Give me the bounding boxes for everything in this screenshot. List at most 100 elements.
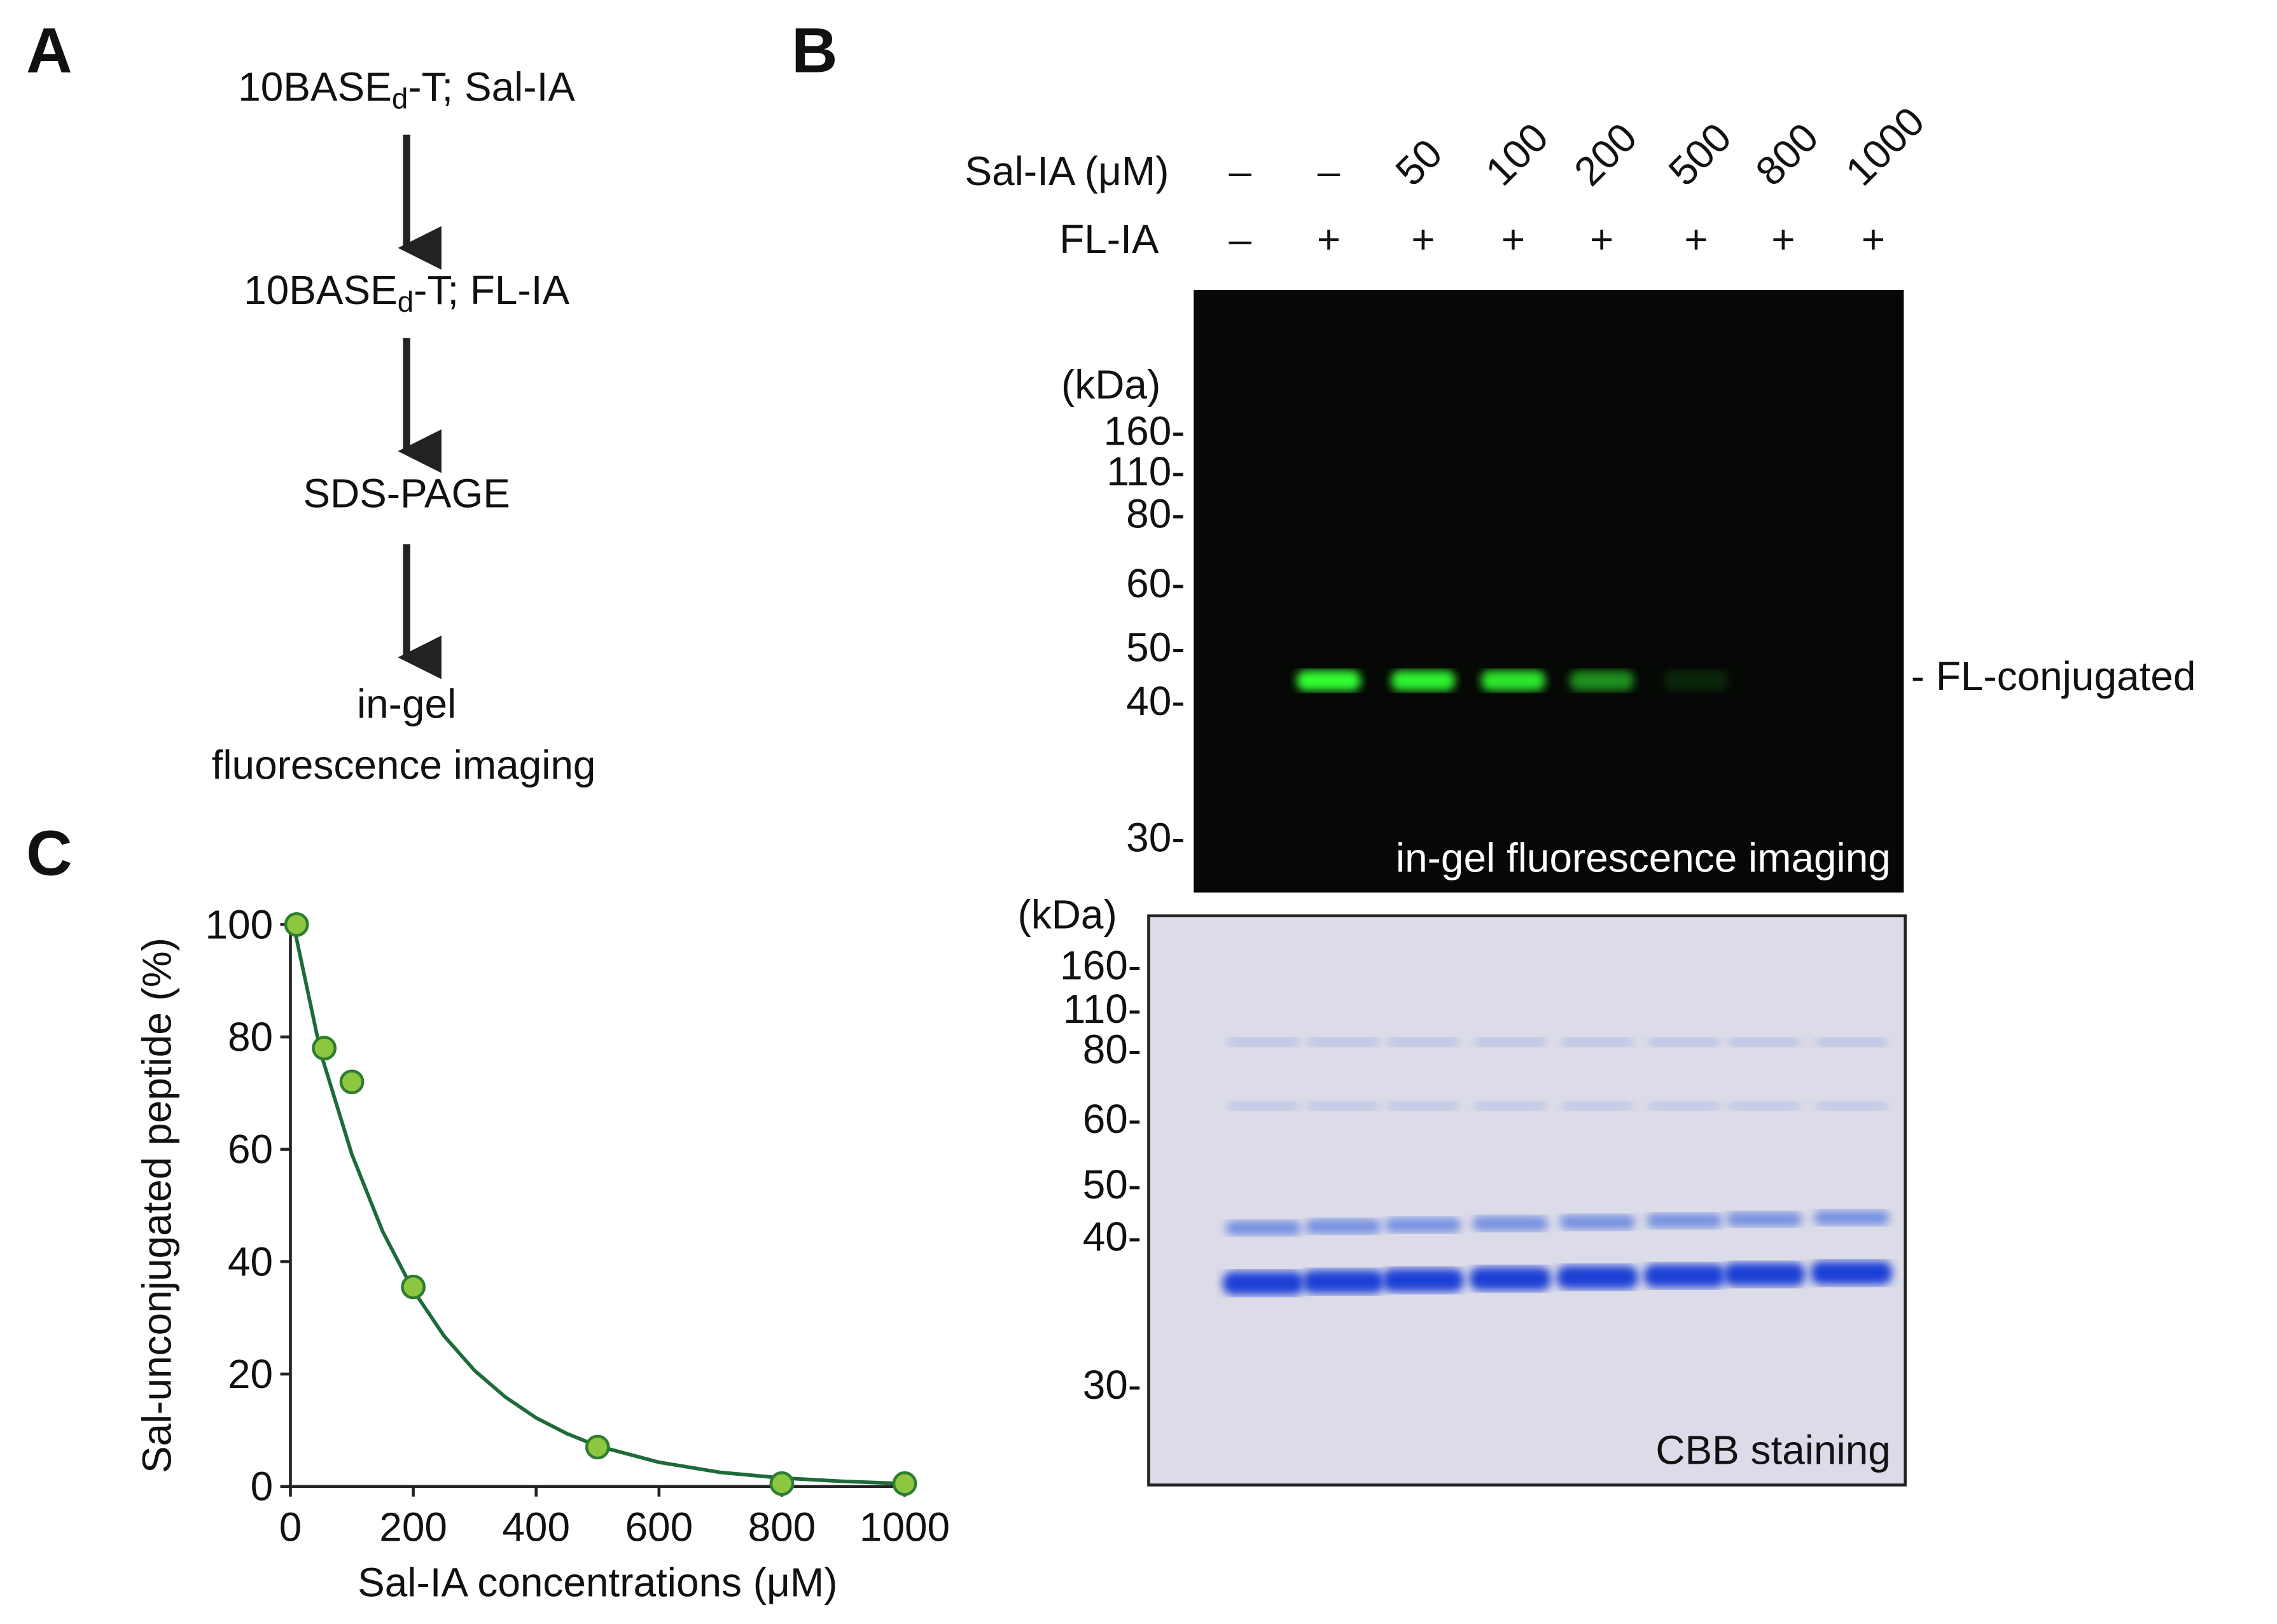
y-tick-label: 80 [228,1014,273,1060]
gel-band [1649,1101,1720,1111]
marker-label: 110- [1106,448,1185,494]
gel-band [1391,670,1456,691]
lane-label: 200 [1565,114,1645,194]
gel-band [1225,1221,1302,1235]
data-point [284,912,309,937]
band-label: - FL-conjugated [1911,653,2196,699]
gel-band [1729,1038,1800,1047]
x-tick-label: 1000 [860,1504,950,1550]
unit-label: (kDa) [1018,891,1117,937]
x-tick-label: 200 [379,1504,447,1550]
panel-label: B [791,15,838,86]
lane-label: + [1317,216,1340,262]
gel-band [1475,1101,1545,1111]
panel-label: C [26,818,73,889]
gel-caption: CBB staining [1655,1427,1890,1473]
step-text: fluorescence imaging [212,742,596,788]
x-tick-label: 800 [748,1504,816,1550]
lane-label: + [1411,216,1435,262]
marker-label: 60- [1126,560,1185,606]
gel-band [1305,1219,1381,1234]
y-tick-label: 20 [228,1351,273,1397]
marker-label: 40- [1083,1214,1141,1260]
gel-band [1308,1038,1379,1047]
fit-line [291,924,905,1486]
y-tick-label: 40 [228,1239,273,1284]
y-axis-label: Sal-unconjugated peptide (%) [134,938,180,1473]
gel-band [1469,1267,1551,1291]
gel-band [1643,1264,1725,1288]
lane-label: + [1862,216,1885,262]
gel-band [1816,1101,1887,1111]
lane-label: 800 [1747,114,1827,194]
marker-label: 50- [1083,1162,1141,1207]
x-axis-label: Sal-IA concentrations (μM) [358,1559,837,1605]
gel-band [1664,670,1729,691]
gel-band [1726,1212,1802,1227]
gel-band [1816,1038,1887,1047]
marker-label: 160- [1104,408,1185,454]
x-tick-label: 400 [502,1504,570,1550]
lane-label: – [1229,148,1252,194]
marker-label: 60- [1083,1096,1141,1142]
data-point [769,1471,795,1496]
gel-band [1556,1265,1638,1289]
y-tick-label: 0 [251,1464,274,1509]
marker-label: 80- [1126,490,1185,536]
marker-label: 30- [1083,1362,1141,1408]
step-subscript: d [398,286,414,318]
unit-label: (kDa) [1061,361,1160,407]
step-text: in-gel [357,681,456,726]
gel-band [1723,1263,1806,1286]
gel-band [1472,1216,1549,1232]
gel-band [1388,1038,1458,1047]
marker-label: 50- [1126,624,1185,670]
step-text: 10BASEd-T; Sal-IA [238,64,575,115]
step-part: -T; Sal-IA [408,64,575,109]
step-text: SDS-PAGE [303,470,510,516]
x-tick-label: 0 [279,1504,302,1550]
marker-label: 80- [1083,1027,1141,1072]
lane-label: + [1501,216,1525,262]
gel-band [1481,670,1545,691]
gel-band [1811,1261,1893,1285]
gel-band [1382,1268,1464,1292]
gel-band [1308,1101,1379,1111]
gel-band [1229,1038,1299,1047]
gel-band [1729,1101,1800,1111]
gel-band [1385,1218,1461,1233]
y-tick-label: 60 [228,1127,273,1172]
lane-label: 50 [1386,130,1451,194]
marker-label: 160- [1060,942,1141,988]
gel-band [1559,1214,1636,1230]
gel-band [1229,1101,1299,1111]
y-tick-label: 100 [205,901,273,947]
data-point [892,1471,917,1496]
panel-label: A [26,15,73,86]
step-text: 10BASEd-T; FL-IA [244,267,569,318]
lane-label: + [1684,216,1708,262]
marker-label: 110- [1063,986,1141,1032]
lane-label: – [1229,216,1252,262]
x-tick-label: 600 [625,1504,693,1550]
lane-label: 1000 [1837,98,1933,194]
gel-band [1647,1213,1723,1228]
step-subscript: d [392,82,408,115]
fluorescence-gel [1194,289,1904,893]
gel-band [1813,1211,1890,1225]
marker-label: 30- [1126,814,1185,860]
step-part: 10BASE [244,267,398,313]
gel-band [1562,1038,1633,1047]
data-point [339,1069,365,1095]
lane-label: + [1771,216,1795,262]
data-point [312,1036,337,1061]
lane-label: – [1318,148,1340,194]
gel-band [1388,1101,1458,1111]
data-point [585,1434,610,1460]
cbb-gel [1147,914,1907,1487]
lane-label: + [1590,216,1613,262]
row-label: Sal-IA (μM) [965,148,1169,194]
step-part: 10BASE [238,64,392,109]
